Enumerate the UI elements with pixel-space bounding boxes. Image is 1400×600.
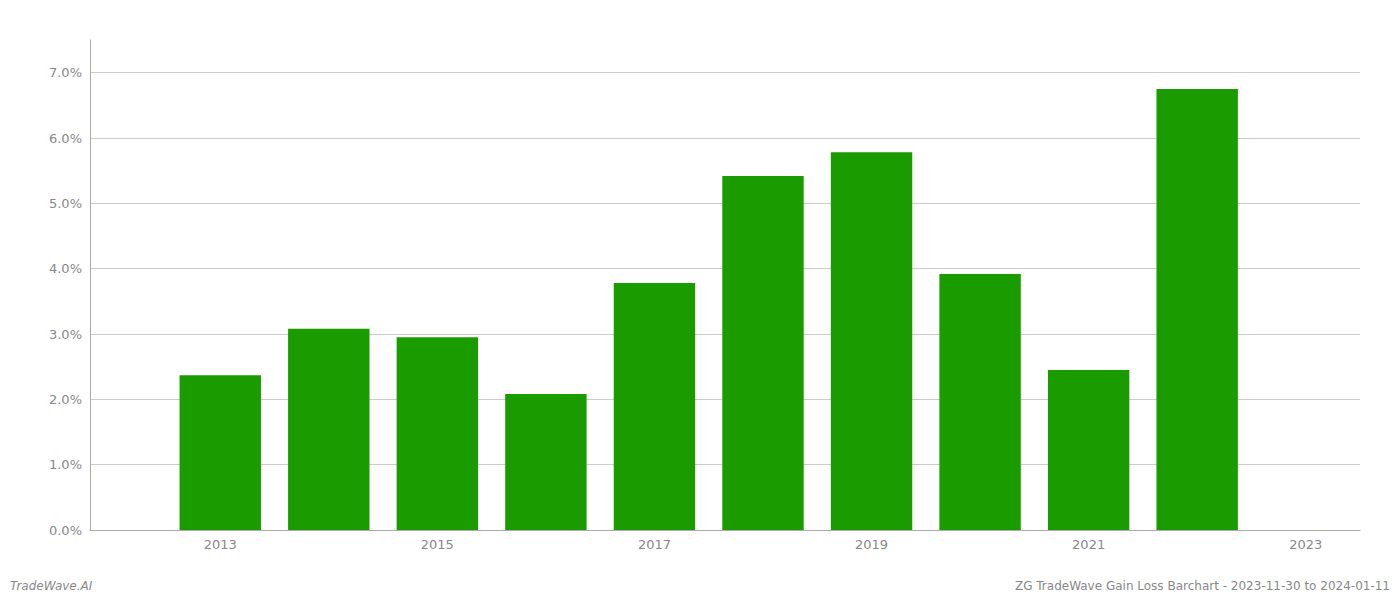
svg-text:2023: 2023 [1289, 537, 1322, 552]
svg-text:2017: 2017 [638, 537, 671, 552]
svg-text:1.0%: 1.0% [49, 457, 82, 472]
svg-text:6.0%: 6.0% [49, 131, 82, 146]
svg-text:3.0%: 3.0% [49, 327, 82, 342]
svg-text:2013: 2013 [204, 537, 237, 552]
svg-text:7.0%: 7.0% [49, 65, 82, 80]
svg-text:0.0%: 0.0% [49, 523, 82, 538]
svg-text:2.0%: 2.0% [49, 392, 82, 407]
svg-text:ZG TradeWave Gain Loss Barchar: ZG TradeWave Gain Loss Barchart - 2023-1… [1015, 579, 1390, 593]
svg-text:2015: 2015 [421, 537, 454, 552]
svg-text:2019: 2019 [855, 537, 888, 552]
svg-text:4.0%: 4.0% [49, 261, 82, 276]
svg-text:2021: 2021 [1072, 537, 1105, 552]
svg-text:TradeWave.AI: TradeWave.AI [10, 579, 93, 593]
svg-text:5.0%: 5.0% [49, 196, 82, 211]
